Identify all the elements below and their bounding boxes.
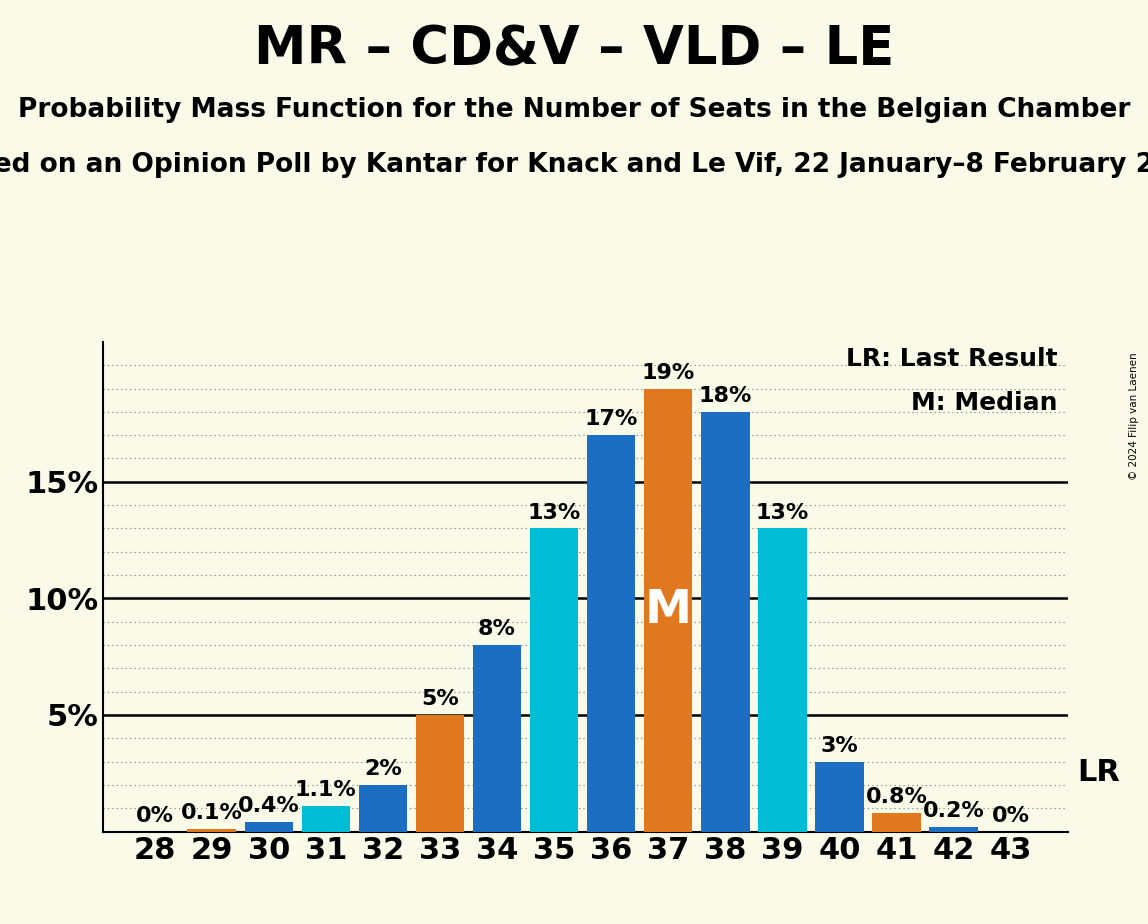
Text: 0.2%: 0.2% [923, 801, 984, 821]
Text: M: M [645, 588, 692, 633]
Bar [758, 529, 807, 832]
Text: 19%: 19% [642, 363, 695, 383]
Text: 13%: 13% [527, 503, 581, 523]
Bar [187, 829, 236, 832]
Text: © 2024 Filip van Laenen: © 2024 Filip van Laenen [1130, 352, 1139, 480]
Text: 0%: 0% [135, 806, 173, 826]
Bar [929, 827, 978, 832]
Text: 0%: 0% [992, 806, 1030, 826]
Text: 3%: 3% [821, 736, 859, 756]
Text: 1.1%: 1.1% [295, 780, 357, 800]
Bar [644, 388, 692, 832]
Text: 18%: 18% [699, 386, 752, 406]
Text: 0.8%: 0.8% [866, 787, 928, 808]
Text: 13%: 13% [755, 503, 809, 523]
Bar [416, 715, 464, 832]
Bar [530, 529, 579, 832]
Bar [473, 645, 521, 832]
Bar [245, 822, 293, 832]
Text: Based on an Opinion Poll by Kantar for Knack and Le Vif, 22 January–8 February 2: Based on an Opinion Poll by Kantar for K… [0, 152, 1148, 178]
Text: 0.4%: 0.4% [238, 796, 300, 817]
Text: 2%: 2% [364, 760, 402, 779]
Text: 0.1%: 0.1% [180, 804, 242, 823]
Bar [872, 813, 921, 832]
Text: Probability Mass Function for the Number of Seats in the Belgian Chamber: Probability Mass Function for the Number… [18, 97, 1130, 123]
Bar [358, 785, 408, 832]
Text: LR: Last Result: LR: Last Result [846, 346, 1058, 371]
Text: M: Median: M: Median [912, 391, 1058, 415]
Bar [815, 761, 863, 832]
Text: LR: LR [1077, 759, 1120, 787]
Text: 17%: 17% [584, 409, 638, 430]
Text: 5%: 5% [421, 689, 459, 710]
Bar [302, 806, 350, 832]
Text: MR – CD&V – VLD – LE: MR – CD&V – VLD – LE [254, 23, 894, 75]
Bar [587, 435, 635, 832]
Bar [701, 412, 750, 832]
Text: 8%: 8% [478, 619, 515, 639]
